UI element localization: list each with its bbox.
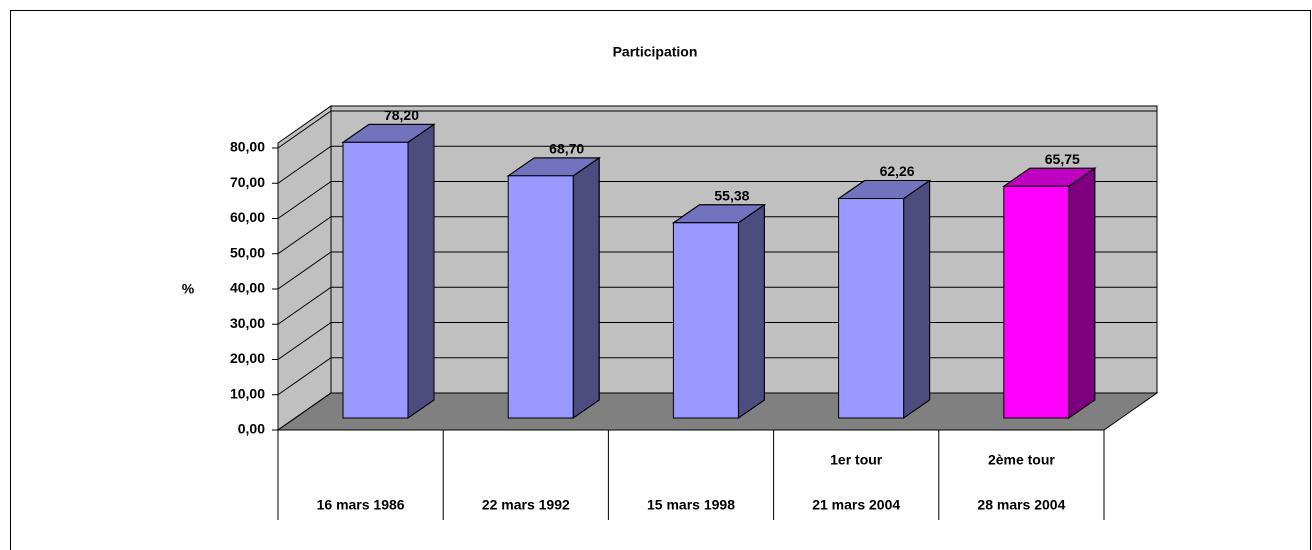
x-tick-label: 16 mars 1986 <box>317 497 405 513</box>
x-tick-label: 21 mars 2004 <box>812 497 900 513</box>
y-tick-label: 80,00 <box>230 139 265 155</box>
x-tick-label: 28 mars 2004 <box>977 497 1065 513</box>
y-tick-label: 30,00 <box>230 315 265 331</box>
y-tick-label: 70,00 <box>230 174 265 190</box>
bar <box>506 156 601 419</box>
value-label: 62,26 <box>880 163 915 179</box>
bar <box>836 179 932 419</box>
bar-side-shade <box>407 123 435 419</box>
y-tick-label: 20,00 <box>230 350 265 366</box>
value-label: 65,75 <box>1045 151 1080 167</box>
side-wall <box>277 105 332 431</box>
grid-line <box>277 110 1157 149</box>
bar-side-shade <box>572 156 600 419</box>
grid-line-segment <box>277 110 1157 149</box>
bar <box>341 123 436 419</box>
bar-side-shade <box>903 179 931 419</box>
grid-line <box>277 145 1157 184</box>
y-tick-label: 50,00 <box>230 244 265 260</box>
grid-line-segment <box>277 145 1157 184</box>
x-tick-header: 2ème tour <box>988 452 1055 468</box>
bar-front <box>672 222 739 419</box>
bar <box>671 203 767 419</box>
y-axis-label: % <box>182 281 195 297</box>
y-tick-label: 10,00 <box>230 385 265 401</box>
y-tick-label: 40,00 <box>230 280 265 296</box>
bar-front <box>1003 185 1070 419</box>
value-label: 55,38 <box>714 187 749 203</box>
value-label: 78,20 <box>384 107 419 123</box>
bar-side-shade <box>1068 167 1096 419</box>
bar-front <box>342 141 409 419</box>
x-tick-label: 22 mars 1992 <box>482 497 570 513</box>
bar-side-shade <box>737 203 765 419</box>
y-tick-label: 60,00 <box>230 209 265 225</box>
value-label: 68,70 <box>549 141 584 157</box>
bar <box>1002 167 1097 419</box>
bar-front <box>838 198 905 419</box>
y-tick-label: 0,00 <box>238 421 265 437</box>
x-tick-header: 1er tour <box>830 452 883 468</box>
x-tick-label: 15 mars 1998 <box>647 497 735 513</box>
bar-front <box>507 175 574 419</box>
chart-title: Participation <box>613 44 698 60</box>
